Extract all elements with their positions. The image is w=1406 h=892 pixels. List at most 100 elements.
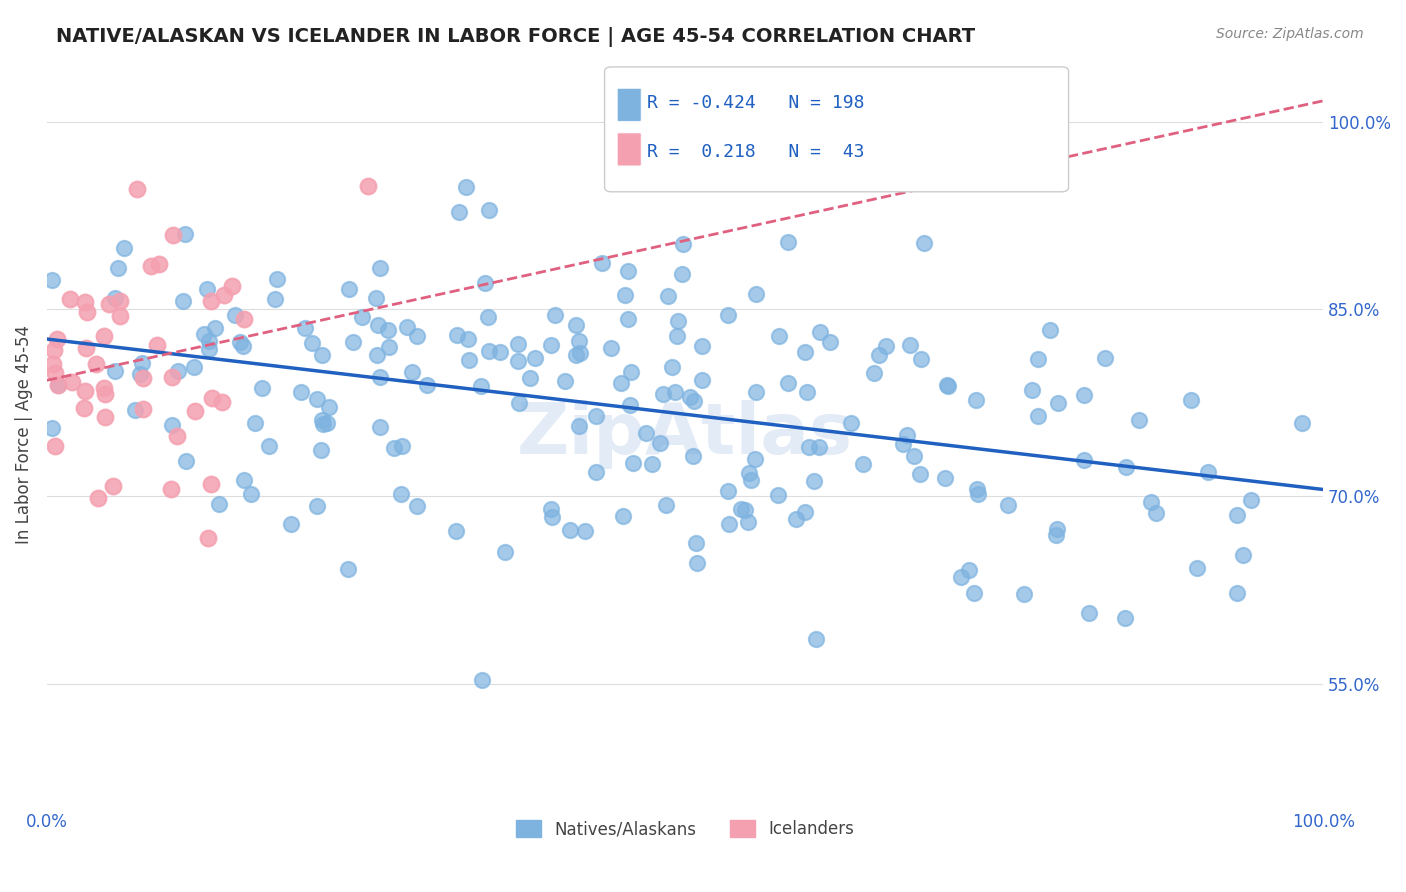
Point xyxy=(685,535,707,549)
Point xyxy=(796,385,818,400)
Point xyxy=(692,373,714,387)
Point xyxy=(934,471,956,485)
Point xyxy=(60,375,83,389)
Point xyxy=(197,531,219,545)
Point xyxy=(717,517,740,532)
Point xyxy=(1291,416,1313,430)
Point xyxy=(447,205,470,219)
Point xyxy=(766,488,789,502)
Point xyxy=(734,503,756,517)
Point xyxy=(76,304,98,318)
Point xyxy=(232,311,254,326)
Point xyxy=(266,272,288,286)
Point xyxy=(174,227,197,242)
Point xyxy=(108,293,131,308)
Point xyxy=(366,348,388,362)
Legend: Natives/Alaskans, Icelanders: Natives/Alaskans, Icelanders xyxy=(509,814,860,845)
Point xyxy=(368,261,391,276)
Point xyxy=(610,376,633,390)
Point xyxy=(1045,528,1067,542)
Point xyxy=(339,282,361,296)
Point xyxy=(620,365,643,379)
Point xyxy=(1240,492,1263,507)
Point xyxy=(776,376,799,391)
Point xyxy=(93,381,115,395)
Point xyxy=(568,346,591,360)
Point xyxy=(46,377,69,392)
Point xyxy=(200,294,222,309)
Point xyxy=(73,384,96,398)
Point xyxy=(240,487,263,501)
Point xyxy=(160,418,183,433)
Point xyxy=(243,416,266,430)
Point xyxy=(46,378,69,392)
Point xyxy=(75,341,97,355)
Point xyxy=(125,181,148,195)
Point xyxy=(558,523,581,537)
Point xyxy=(666,313,689,327)
Point xyxy=(132,401,155,416)
Point xyxy=(519,370,541,384)
Point xyxy=(554,374,576,388)
Y-axis label: In Labor Force | Age 45-54: In Labor Force | Age 45-54 xyxy=(15,325,32,543)
Point xyxy=(211,394,233,409)
Point xyxy=(401,365,423,379)
Point xyxy=(377,340,399,354)
Point xyxy=(540,338,562,352)
Point xyxy=(965,393,987,408)
Point xyxy=(104,291,127,305)
Point xyxy=(967,487,990,501)
Point xyxy=(107,261,129,276)
Point xyxy=(454,180,477,194)
Point xyxy=(682,394,704,409)
Point xyxy=(318,401,340,415)
Point xyxy=(294,320,316,334)
Point xyxy=(42,357,65,371)
Point xyxy=(794,345,817,359)
Point xyxy=(617,264,640,278)
Point xyxy=(174,454,197,468)
Point xyxy=(195,282,218,296)
Point xyxy=(1046,395,1069,409)
Point xyxy=(183,359,205,374)
Point xyxy=(641,457,664,471)
Point xyxy=(94,410,117,425)
Point xyxy=(997,498,1019,512)
Point xyxy=(307,500,329,514)
Point xyxy=(132,371,155,385)
Point xyxy=(891,437,914,451)
Point xyxy=(1114,611,1136,625)
Point xyxy=(131,356,153,370)
Point xyxy=(264,293,287,307)
Point xyxy=(574,524,596,538)
Point xyxy=(377,323,399,337)
Point xyxy=(717,308,740,322)
Point xyxy=(839,417,862,431)
Point xyxy=(364,291,387,305)
Point xyxy=(146,338,169,352)
Point xyxy=(311,348,333,362)
Point xyxy=(458,352,481,367)
Point xyxy=(565,348,588,362)
Point xyxy=(489,345,512,359)
Point xyxy=(744,452,766,467)
Point xyxy=(232,339,254,353)
Point xyxy=(1021,383,1043,397)
Point xyxy=(910,351,932,366)
Point xyxy=(690,339,713,353)
Point xyxy=(506,353,529,368)
Point xyxy=(936,378,959,392)
Text: NATIVE/ALASKAN VS ICELANDER IN LABOR FORCE | AGE 45-54 CORRELATION CHART: NATIVE/ALASKAN VS ICELANDER IN LABOR FOR… xyxy=(56,27,976,46)
Point xyxy=(949,570,972,584)
Point xyxy=(124,402,146,417)
Point xyxy=(745,287,768,301)
Point xyxy=(200,477,222,491)
Point xyxy=(457,332,479,346)
Point xyxy=(84,357,107,371)
Point xyxy=(585,465,607,479)
Point xyxy=(808,326,831,340)
Point xyxy=(204,320,226,334)
Point xyxy=(1146,506,1168,520)
Point xyxy=(957,564,980,578)
Point xyxy=(685,556,707,570)
